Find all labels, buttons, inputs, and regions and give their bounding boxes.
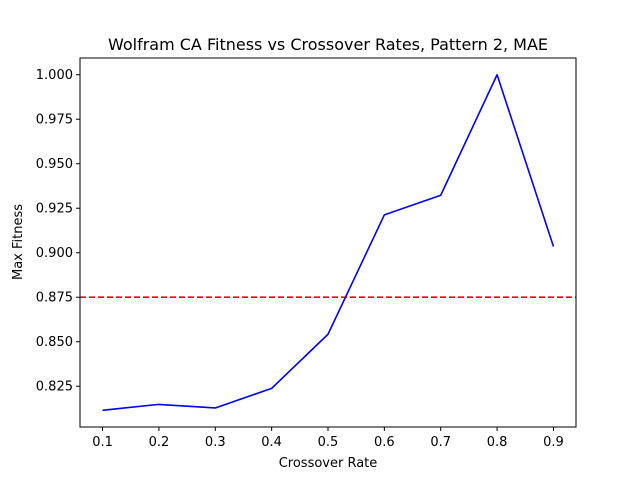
- x-tick-label: 0.1: [92, 435, 113, 450]
- y-tick-label: 1.000: [36, 68, 73, 83]
- series-line-0: [102, 73, 555, 412]
- x-axis-label: Crossover Rate: [279, 456, 378, 471]
- y-tick-label: 0.950: [36, 157, 73, 172]
- x-tick-label: 0.5: [318, 435, 339, 450]
- x-tick-label: 0.3: [205, 435, 226, 450]
- axes-frame: [79, 57, 577, 428]
- x-axis-ticks: 0.1 0.2 0.3 0.4 0.5 0.6 0.7 0.8 0.9: [92, 427, 564, 450]
- chart-title: Wolfram CA Fitness vs Crossover Rates, P…: [108, 35, 548, 54]
- y-tick-label: 0.850: [36, 335, 73, 350]
- x-tick-label: 0.9: [543, 435, 564, 450]
- y-axis-label: Max Fitness: [11, 204, 26, 280]
- y-tick-label: 0.825: [36, 380, 73, 395]
- y-tick-label: 0.900: [36, 246, 73, 261]
- x-tick-label: 0.2: [149, 435, 170, 450]
- x-tick-label: 0.6: [374, 435, 395, 450]
- x-tick-label: 0.7: [430, 435, 451, 450]
- y-tick-label: 0.925: [36, 202, 73, 217]
- x-tick-label: 0.4: [261, 435, 282, 450]
- x-tick-label: 0.8: [487, 435, 508, 450]
- plot-area: [80, 73, 576, 412]
- y-axis-ticks: 0.825 0.850 0.875 0.900 0.925 0.950 0.975 1.000: [36, 68, 80, 395]
- y-tick-label: 0.875: [36, 291, 73, 306]
- y-tick-label: 0.975: [36, 113, 73, 128]
